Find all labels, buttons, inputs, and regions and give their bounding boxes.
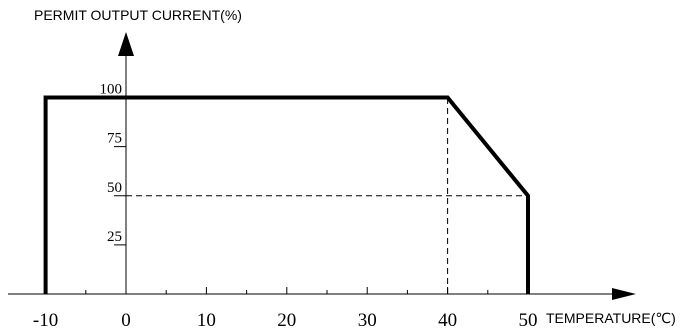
y-axis-title: PERMIT OUTPUT CURRENT(%) — [34, 7, 242, 23]
x-axis-title: TEMPERATURE(℃) — [546, 310, 676, 326]
x-tick-label: -10 — [33, 310, 58, 331]
y-ticks: 25 50 75 100 — [100, 82, 126, 246]
x-tick-label: 10 — [197, 310, 216, 331]
x-tick-label: 40 — [438, 310, 457, 331]
y-tick-label: 75 — [107, 131, 122, 147]
y-tick-label: 50 — [107, 180, 122, 196]
x-tick-label: 30 — [358, 310, 377, 331]
y-tick-label: 25 — [107, 229, 122, 245]
series-layer — [43, 95, 530, 295]
x-tick-label: 0 — [121, 310, 131, 331]
y-axis-arrow-icon — [118, 32, 134, 56]
x-tick-label: 50 — [519, 310, 538, 331]
y-tick-label: 100 — [100, 82, 123, 98]
x-axis-arrow-icon — [612, 288, 636, 300]
reference-lines — [126, 97, 528, 294]
x-tick-label: 20 — [277, 310, 296, 331]
x-ticks: -10 0 10 20 30 40 50 — [33, 287, 538, 331]
